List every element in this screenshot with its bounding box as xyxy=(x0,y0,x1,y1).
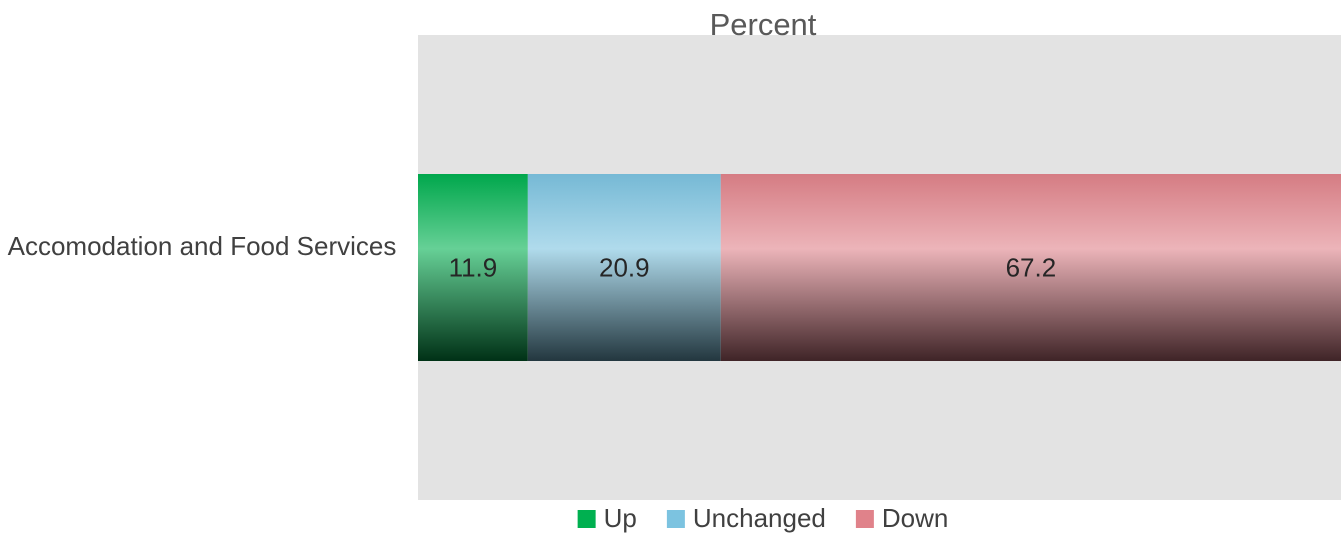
bar-segment xyxy=(720,174,1341,361)
legend-label: Unchanged xyxy=(693,503,826,533)
legend-label: Down xyxy=(882,503,948,533)
chart-title: Percent xyxy=(710,7,817,42)
legend-swatch xyxy=(855,510,874,528)
legend-label: Up xyxy=(604,503,637,533)
bar-segment xyxy=(527,174,721,361)
category-label: Accomodation and Food Services xyxy=(7,231,397,261)
legend-swatch xyxy=(666,510,685,528)
bar-segment xyxy=(418,174,528,361)
legend-swatch xyxy=(577,510,596,528)
data-label: 20.9 xyxy=(599,252,650,282)
data-label: 67.2 xyxy=(1006,252,1057,282)
data-label: 11.9 xyxy=(449,252,498,282)
